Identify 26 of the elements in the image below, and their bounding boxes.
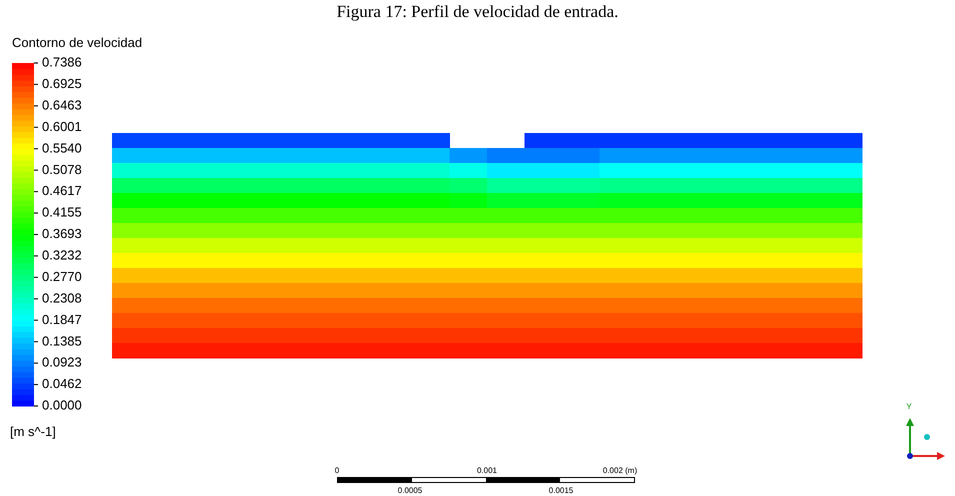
color-bar-label: 0.4617 <box>42 183 82 198</box>
text: 0 <box>334 466 340 475</box>
color-bar-label: 0.6001 <box>42 118 82 134</box>
text: 0.002 (m) <box>602 466 638 475</box>
color-bar-label: 0.3693 <box>42 226 82 242</box>
color-bar-label: 0.2770 <box>42 268 82 284</box>
text: [m s^-1] <box>10 424 56 439</box>
color-bar-label: 0.7386 <box>42 54 82 70</box>
text: 0.001 <box>476 466 498 475</box>
color-bar-label: 0.0000 <box>42 398 82 413</box>
chart-title: Figura 17: Perfil de velocidad de entrada. <box>336 2 620 22</box>
color-bar-label: 0.3232 <box>42 247 82 262</box>
color-bar-label: 0.5540 <box>42 140 82 156</box>
color-bar-label: 0.4155 <box>42 204 82 220</box>
color-bar-label: 0.1385 <box>42 333 82 348</box>
text: Y <box>906 402 912 411</box>
color-bar-label: 0.1847 <box>42 312 82 327</box>
text: 0.0015 <box>548 486 574 495</box>
color-bar-label: 0.6925 <box>42 76 82 91</box>
color-bar-label: 0.2308 <box>42 290 82 306</box>
color-bar-title: Contorno de velocidad <box>12 35 142 50</box>
text: 0.0005 <box>398 486 422 495</box>
color-bar-label: 0.0462 <box>42 376 82 392</box>
color-bar-label: 0.5078 <box>42 162 82 177</box>
color-bar-label: 0.0923 <box>42 354 82 370</box>
color-bar-label: 0.6463 <box>42 97 82 112</box>
